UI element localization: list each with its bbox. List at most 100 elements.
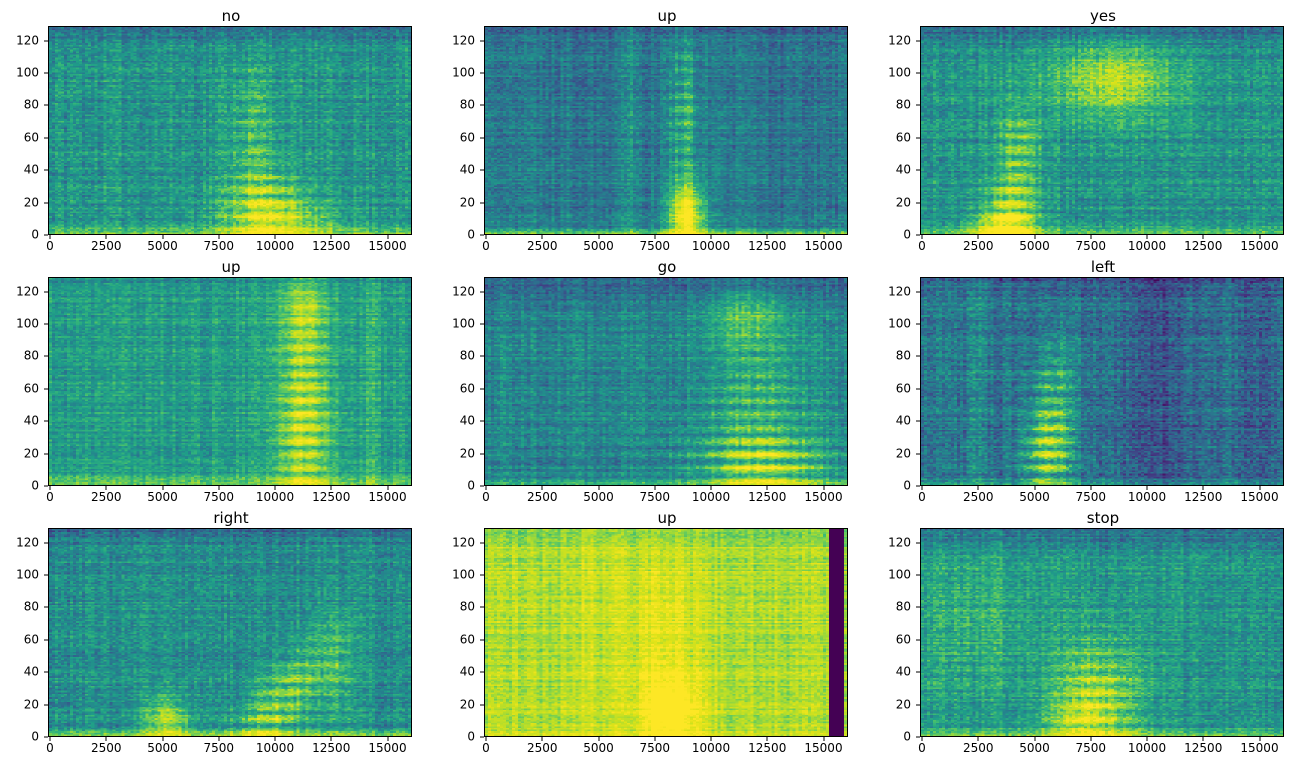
x-tick-label: 12500 xyxy=(312,741,351,755)
x-tick-mark xyxy=(654,486,656,490)
x-tick-mark xyxy=(921,235,923,239)
x-tick-mark xyxy=(485,737,487,741)
x-tick-mark xyxy=(1090,737,1092,741)
y-tick-mark xyxy=(44,355,48,357)
x-tick-mark xyxy=(1202,235,1204,239)
y-tick-label: 60 xyxy=(459,130,475,145)
y-tick-mark xyxy=(44,574,48,576)
y-tick-mark xyxy=(916,234,920,236)
x-tick-mark xyxy=(274,235,276,239)
y-tick-mark xyxy=(480,574,484,576)
y-tick-label: 0 xyxy=(31,227,39,242)
subplot-title: stop xyxy=(1086,509,1120,527)
x-axis-tick-labels: 0 2500 5000 7500 10000 12500 15000 xyxy=(482,737,846,757)
y-tick-mark xyxy=(916,736,920,738)
x-tick-label: 7500 xyxy=(1075,741,1107,755)
y-tick-label: 60 xyxy=(23,632,39,647)
x-tick-label: 5000 xyxy=(583,239,614,253)
x-tick-label: 10000 xyxy=(691,239,731,253)
y-tick-mark xyxy=(44,671,48,673)
x-tick-label: 10000 xyxy=(691,741,731,755)
y-tick-mark xyxy=(916,291,920,293)
spectrogram-plot xyxy=(48,26,412,235)
x-tick-mark xyxy=(1146,235,1148,239)
x-tick-mark xyxy=(274,737,276,741)
y-tick-mark xyxy=(916,169,920,171)
x-tick-mark xyxy=(977,737,979,741)
x-tick-mark xyxy=(823,486,824,490)
y-tick-label: 20 xyxy=(23,446,39,461)
y-tick-mark xyxy=(916,671,920,673)
x-tick-label: 5000 xyxy=(147,490,178,504)
y-tick-label: 0 xyxy=(467,478,475,493)
x-tick-mark xyxy=(485,486,487,490)
y-tick-mark xyxy=(916,137,920,139)
subplot-cell-8: stop 0 20 40 60 80 100 120 0 2500 5000 7500 10000 1… xyxy=(874,508,1284,757)
y-tick-label: 20 xyxy=(895,446,911,461)
y-tick-mark xyxy=(480,104,484,106)
y-tick-mark xyxy=(916,388,920,390)
plot-row: 0 20 40 60 80 100 120 xyxy=(874,26,1284,241)
x-tick-label: 12500 xyxy=(1184,490,1223,504)
y-tick-mark xyxy=(44,606,48,608)
y-tick-mark xyxy=(480,323,484,325)
y-tick-mark xyxy=(916,574,920,576)
y-tick-label: 40 xyxy=(23,162,39,177)
y-tick-label: 40 xyxy=(459,664,475,679)
y-tick-mark xyxy=(916,72,920,74)
x-tick-label: 2500 xyxy=(962,741,994,755)
x-tick-mark xyxy=(977,235,979,239)
y-tick-label: 80 xyxy=(895,348,911,363)
y-tick-mark xyxy=(480,639,484,641)
x-tick-mark xyxy=(598,235,599,239)
x-tick-mark xyxy=(766,486,768,490)
x-tick-mark xyxy=(1034,486,1035,490)
y-tick-label: 40 xyxy=(895,664,911,679)
x-tick-mark xyxy=(330,737,332,741)
x-tick-mark xyxy=(218,737,220,741)
y-tick-label: 120 xyxy=(452,535,475,550)
y-tick-mark xyxy=(44,485,48,487)
spectrogram-plot xyxy=(484,277,848,486)
y-tick-label: 100 xyxy=(888,567,911,582)
y-tick-label: 20 xyxy=(895,195,911,210)
y-tick-label: 100 xyxy=(16,316,39,331)
x-tick-label: 2500 xyxy=(526,239,558,253)
x-tick-label: 15000 xyxy=(1240,490,1279,504)
x-tick-label: 10000 xyxy=(255,239,295,253)
y-axis-tick-labels: 0 20 40 60 80 100 120 xyxy=(2,277,48,492)
x-tick-label: 5000 xyxy=(147,239,178,253)
x-tick-mark xyxy=(162,235,163,239)
plot-row: 0 20 40 60 80 100 120 xyxy=(2,528,412,743)
y-tick-mark xyxy=(480,420,484,422)
y-tick-label: 0 xyxy=(903,729,911,744)
subplot-cell-5: left 0 20 40 60 80 100 120 0 2500 5000 7500 10000 1… xyxy=(874,257,1284,506)
spectrogram-canvas xyxy=(485,529,847,736)
x-tick-label: 2500 xyxy=(90,741,122,755)
y-tick-mark xyxy=(480,202,484,204)
y-tick-label: 60 xyxy=(895,130,911,145)
x-tick-mark xyxy=(330,235,332,239)
y-tick-mark xyxy=(480,485,484,487)
x-tick-label: 7500 xyxy=(639,239,671,253)
plot-row: 0 20 40 60 80 100 120 xyxy=(874,528,1284,743)
y-tick-label: 40 xyxy=(459,413,475,428)
y-tick-mark xyxy=(44,323,48,325)
x-tick-mark xyxy=(1090,486,1092,490)
x-tick-label: 0 xyxy=(918,239,926,253)
y-tick-label: 100 xyxy=(16,65,39,80)
x-tick-mark xyxy=(274,486,276,490)
x-axis-tick-labels: 0 2500 5000 7500 10000 12500 15000 xyxy=(918,486,1282,506)
x-tick-label: 10000 xyxy=(255,741,295,755)
y-tick-mark xyxy=(480,72,484,74)
spectrogram-canvas xyxy=(49,27,411,234)
y-tick-label: 0 xyxy=(467,227,475,242)
x-axis-tick-labels: 0 2500 5000 7500 10000 12500 15000 xyxy=(46,235,410,255)
x-tick-mark xyxy=(105,486,107,490)
spectrogram-canvas xyxy=(921,278,1283,485)
x-tick-label: 7500 xyxy=(1075,239,1107,253)
subplot-title: up xyxy=(657,509,677,527)
y-tick-mark xyxy=(916,542,920,544)
y-tick-label: 100 xyxy=(888,65,911,80)
spectrogram-plot xyxy=(920,26,1284,235)
